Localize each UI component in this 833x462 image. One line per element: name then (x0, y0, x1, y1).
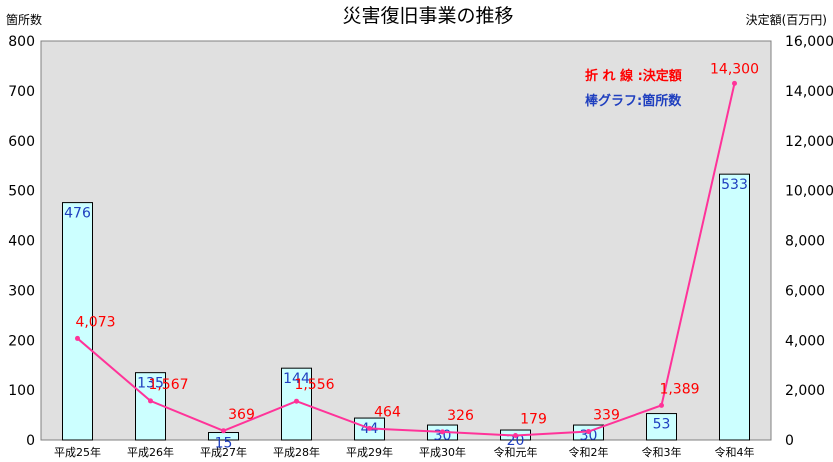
line-point (294, 398, 299, 404)
line-point (367, 425, 372, 431)
legend-bar-entry: 棒グラフ:箇所数 (585, 93, 682, 109)
line-value-label: 14,300 (710, 61, 759, 77)
line-point (440, 429, 445, 435)
right-axis-ticks: 0 2,000 4,000 6,000 8,000 10,000 12,000 14,000 1… (785, 34, 833, 449)
x-tick-label: 平成30年 (419, 445, 466, 459)
line-point (75, 335, 80, 341)
x-tick-label: 令和4年 (715, 445, 755, 459)
legend-line-entry: 折 れ 線 :決定額 (585, 68, 682, 84)
x-axis-ticks: 平成25年 平成26年 平成27年 平成28年 平成29年 平成30年 令和元年 令和2年 令和… (54, 445, 755, 459)
bar (719, 173, 750, 441)
left-tick-label: 100 (8, 383, 35, 399)
line-value-label: 1,567 (148, 377, 188, 393)
left-tick-label: 500 (8, 184, 35, 200)
x-tick-label: 令和3年 (642, 445, 682, 459)
left-tick-label: 700 (8, 84, 35, 100)
line-value-label: 369 (228, 407, 255, 423)
right-tick-label: 0 (785, 433, 794, 449)
line-point (732, 80, 737, 86)
bar (646, 413, 677, 441)
left-tick-label: 200 (8, 333, 35, 349)
bar-value-label: 476 (64, 206, 91, 222)
right-tick-label: 2,000 (785, 383, 825, 399)
right-tick-label: 6,000 (785, 283, 825, 299)
line-value-label: 339 (593, 408, 620, 424)
chart-title: 災害復旧事業の推移 (342, 5, 513, 27)
x-tick-label: 平成26年 (127, 445, 174, 459)
right-tick-label: 10,000 (785, 184, 833, 200)
series-line (76, 83, 736, 437)
right-axis-label: 決定額(百万円) (746, 12, 827, 27)
right-tick-label: 12,000 (785, 134, 833, 150)
line-point (513, 433, 518, 439)
x-tick-label: 平成27年 (200, 445, 247, 459)
line-value-label: 1,556 (294, 377, 334, 393)
line-value-label: 326 (447, 408, 474, 424)
line-value-label: 1,389 (659, 381, 699, 397)
left-axis-label: 箇所数 (6, 12, 42, 27)
bar-value-label: 144 (283, 371, 310, 387)
line-point (148, 398, 153, 404)
line-value-label: 4,073 (75, 314, 115, 330)
line-value-label: 464 (374, 404, 401, 420)
line-series (75, 80, 737, 439)
bar (135, 372, 166, 441)
bar (62, 202, 93, 441)
bar-value-label: 135 (137, 376, 164, 392)
left-tick-label: 600 (8, 134, 35, 150)
line-point (221, 428, 226, 434)
line-value-label: 179 (520, 412, 547, 428)
x-tick-label: 令和2年 (569, 445, 609, 459)
bar-value-label: 53 (653, 417, 671, 433)
right-tick-label: 4,000 (785, 333, 825, 349)
left-tick-label: 400 (8, 234, 35, 250)
right-tick-label: 8,000 (785, 234, 825, 250)
x-tick-label: 令和元年 (494, 445, 538, 459)
x-tick-label: 平成25年 (54, 445, 101, 459)
left-tick-label: 800 (8, 34, 35, 50)
bar-series (62, 173, 750, 441)
line-point (586, 429, 591, 435)
bar-value-label: 20 (507, 433, 525, 449)
line-point (659, 402, 664, 408)
right-tick-label: 14,000 (785, 84, 833, 100)
bar-value-label: 533 (721, 177, 748, 193)
left-tick-label: 300 (8, 283, 35, 299)
right-tick-label: 16,000 (785, 34, 833, 50)
line-labels: 4,073 1,567 369 1,556 464 326 179 339 1,389 14,30… (75, 61, 759, 427)
left-tick-label: 0 (26, 433, 35, 449)
x-tick-label: 平成29年 (346, 445, 393, 459)
x-tick-label: 平成28年 (273, 445, 320, 459)
bar-value-label: 15 (215, 436, 233, 452)
left-axis-ticks: 0 100 200 300 400 500 600 700 800 (8, 34, 35, 449)
